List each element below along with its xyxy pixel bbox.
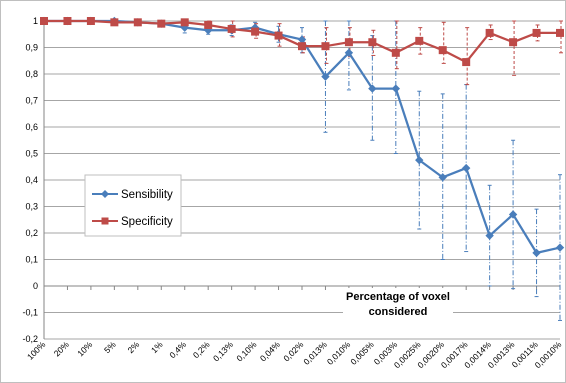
x-tick-label: 0,2%: [191, 339, 212, 360]
data-point-specificity: [298, 42, 306, 51]
data-point-sensibility: [438, 173, 447, 182]
x-tick-label: 0,013%: [301, 339, 329, 367]
data-point-sensibility: [555, 243, 565, 252]
y-tick-label: -0,1: [22, 308, 38, 318]
y-tick-label: 0: [33, 281, 38, 291]
data-point-specificity: [274, 31, 283, 40]
legend-marker-sensibility: [101, 190, 109, 198]
axes: [43, 21, 561, 339]
data-point-specificity: [63, 17, 72, 25]
y-tick-label: 0,1: [25, 255, 38, 265]
legend-item-sensibility: Sensibility: [92, 189, 173, 201]
data-point-specificity: [204, 20, 213, 29]
x-tick-label: 0,010%: [325, 339, 353, 367]
x-tick-label: 1%: [149, 339, 165, 355]
legend-item-specificity: Specificity: [92, 216, 173, 228]
x-tick-label: 10%: [75, 339, 94, 358]
data-point-sensibility: [532, 248, 541, 258]
x-tick-label: 20%: [52, 339, 71, 358]
x-axis-title-background: [343, 288, 453, 322]
y-tick-label: 0,5: [25, 149, 38, 159]
x-tick-label: 0,4%: [167, 339, 188, 360]
data-point-specificity: [344, 38, 353, 47]
y-tick-label: 0,8: [25, 69, 38, 79]
data-point-sensibility: [368, 84, 377, 93]
y-tick-labels: -0,2 -0,1 0 0,1 0,2 0,3 0,4 0,5 0,6 0,7 0,8 0,9 1: [22, 16, 38, 344]
data-point-sensibility: [391, 84, 401, 93]
data-point-specificity: [462, 58, 471, 67]
y-tick-label: 0,4: [25, 175, 38, 185]
data-point-specificity: [438, 46, 447, 55]
data-point-specificity: [391, 48, 400, 57]
data-point-sensibility: [485, 231, 494, 240]
data-point-specificity: [415, 36, 424, 45]
data-point-specificity: [485, 28, 494, 37]
data-point-specificity: [133, 18, 142, 27]
data-point-sensibility: [415, 155, 424, 165]
x-tick-label: 0,13%: [211, 339, 235, 363]
x-axis-title-line-1: Percentage of voxel: [346, 291, 450, 303]
x-tick-label: 0,0010%: [533, 339, 564, 370]
x-tick-label: 5%: [102, 339, 118, 355]
x-tick-label: 0,04%: [258, 339, 282, 363]
x-tick-label: 0,005%: [348, 339, 376, 367]
y-tick-label: 1: [33, 16, 38, 26]
data-point-specificity: [321, 42, 330, 51]
x-axis-title: Percentage of voxel considered: [343, 288, 453, 322]
data-point-specificity: [368, 38, 377, 47]
legend-label-sensibility: Sensibility: [121, 189, 173, 201]
legend-marker-specificity: [101, 217, 109, 225]
data-point-specificity: [40, 17, 48, 25]
data-point-specificity: [227, 24, 236, 33]
data-point-sensibility: [461, 163, 471, 173]
data-point-specificity: [251, 27, 260, 36]
series: [39, 16, 565, 258]
data-point-specificity: [180, 18, 189, 27]
data-point-sensibility: [344, 48, 354, 58]
legend-label-specificity: Specificity: [121, 216, 173, 228]
error-bars: [113, 20, 563, 321]
x-tick-label: 2%: [125, 339, 141, 355]
data-point-specificity: [532, 28, 541, 37]
legend: Sensibility Specificity: [84, 174, 182, 237]
y-tick-label: 0,6: [25, 122, 38, 132]
y-tick-label: 0,9: [25, 43, 38, 53]
data-point-specificity: [509, 38, 518, 47]
x-tick-labels: 100% 20% 10% 5% 2% 1% 0,4% 0,2% 0,13% 0,10% 0,04% 0…: [25, 339, 564, 370]
y-tick-label: 0,7: [25, 96, 38, 106]
data-point-specificity: [86, 17, 95, 25]
y-tick-label: 0,3: [25, 202, 38, 212]
x-axis-title-line-2: considered: [369, 306, 428, 318]
y-tick-label: -0,2: [22, 334, 38, 344]
data-point-specificity: [157, 19, 166, 28]
data-point-specificity: [556, 28, 564, 37]
legend-box: [84, 174, 182, 237]
data-point-specificity: [110, 18, 119, 27]
y-tick-label: 0,2: [25, 228, 38, 238]
x-tick-label: 0,10%: [234, 339, 258, 363]
data-point-sensibility: [321, 72, 330, 81]
data-point-sensibility: [508, 210, 518, 219]
